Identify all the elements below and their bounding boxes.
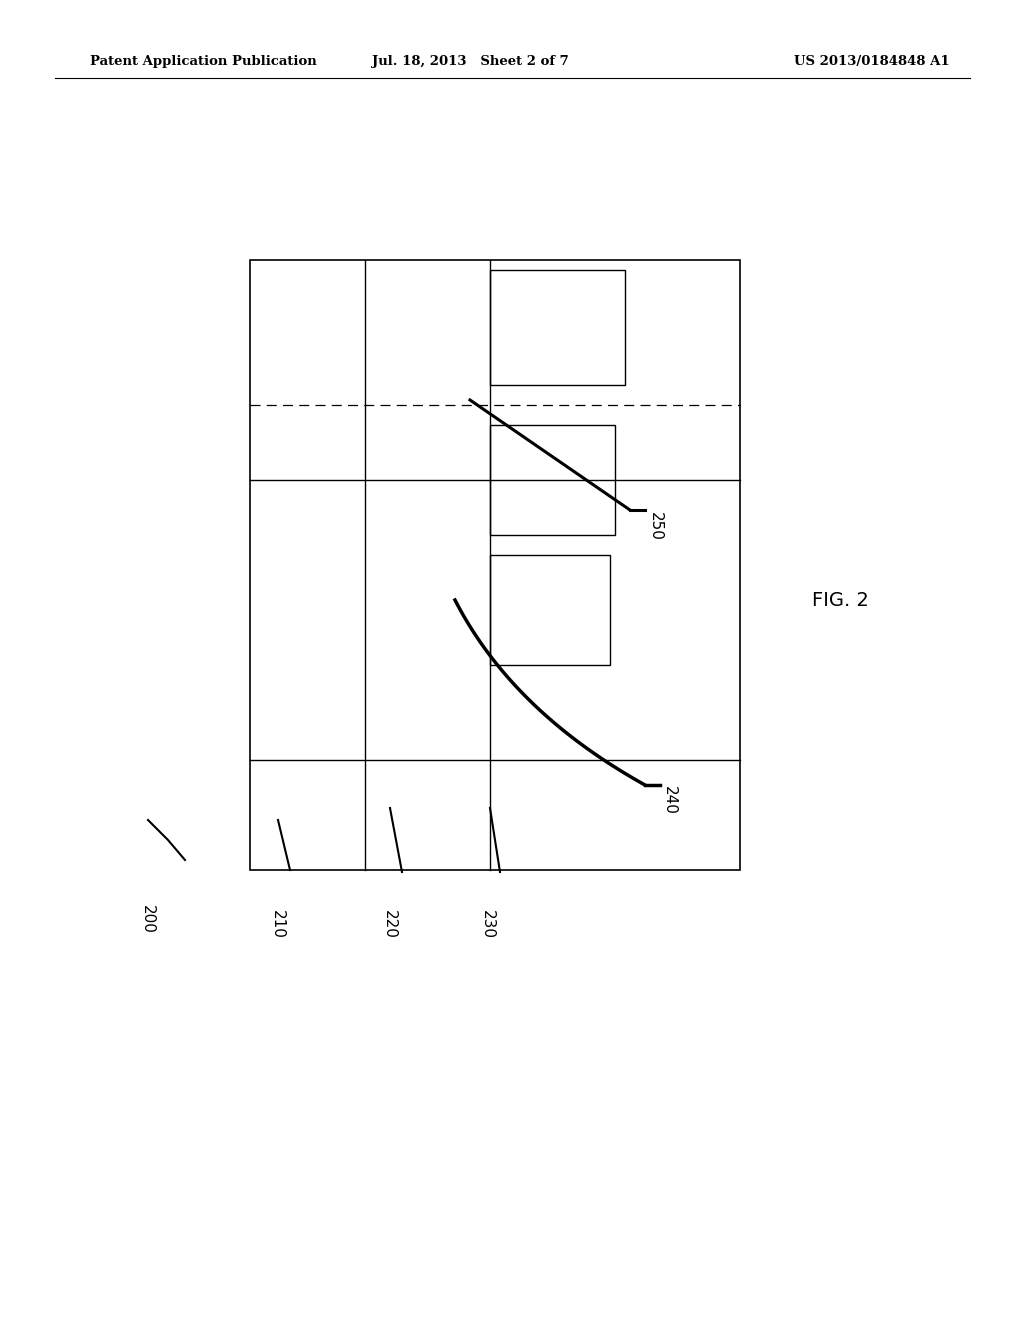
Text: FIG. 2: FIG. 2 [812, 590, 868, 610]
Bar [490, 554, 610, 665]
Text: Jul. 18, 2013   Sheet 2 of 7: Jul. 18, 2013 Sheet 2 of 7 [372, 55, 568, 69]
Text: 240: 240 [662, 785, 677, 814]
Text: 220: 220 [382, 909, 397, 939]
Bar [490, 425, 615, 535]
Text: Patent Application Publication: Patent Application Publication [90, 55, 316, 69]
Text: 200: 200 [140, 906, 155, 933]
Text: 210: 210 [270, 909, 285, 939]
Bar [250, 260, 740, 870]
Text: 250: 250 [648, 512, 663, 541]
Text: US 2013/0184848 A1: US 2013/0184848 A1 [795, 55, 950, 69]
Text: 230: 230 [480, 909, 495, 939]
Bar [490, 271, 625, 385]
